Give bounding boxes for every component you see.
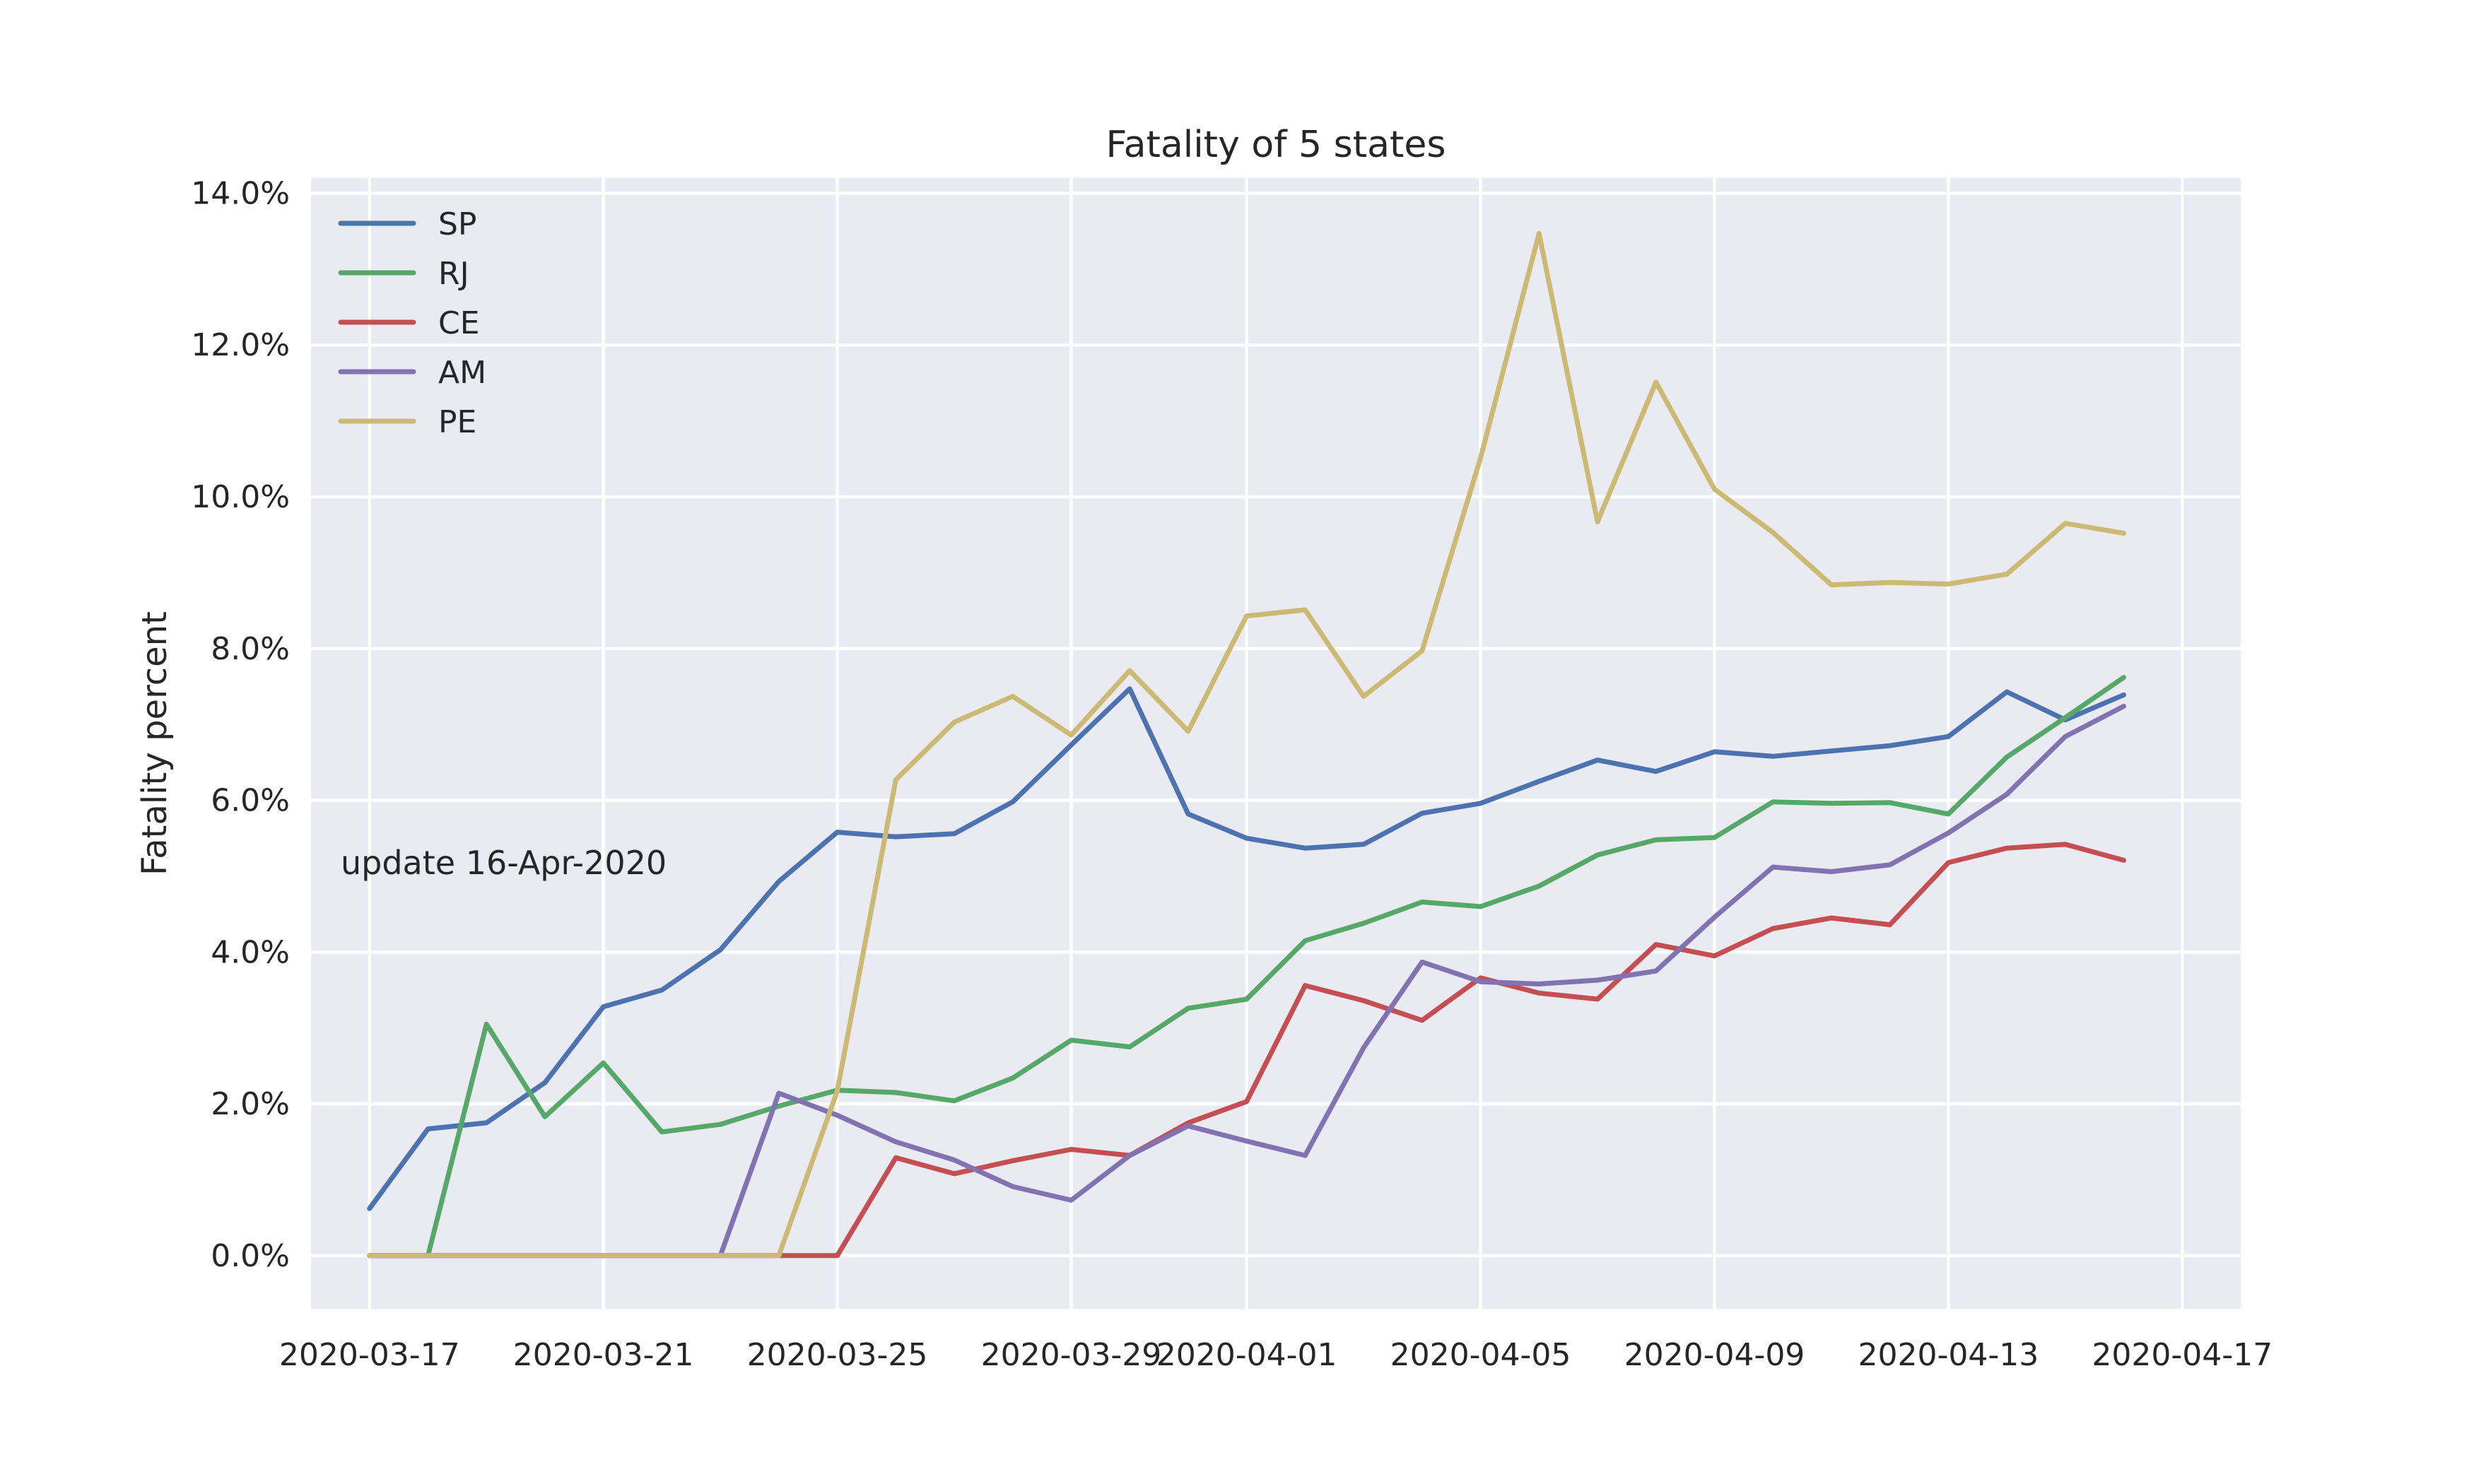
x-tick-label: 2020-03-29	[981, 1337, 1162, 1373]
x-tick-label: 2020-04-09	[1624, 1337, 1805, 1373]
y-tick-label: 2.0%	[211, 1086, 290, 1122]
y-tick-label: 12.0%	[191, 327, 290, 363]
y-tick-labels: 0.0% 2.0% 4.0% 6.0% 8.0% 10.0% 12.0% 14.0%	[191, 175, 290, 1273]
y-tick-label: 8.0%	[211, 631, 290, 667]
x-tick-label: 2020-04-13	[1858, 1337, 2039, 1373]
x-tick-label: 2020-03-17	[279, 1337, 460, 1373]
update-annotation: update 16-Apr-2020	[341, 844, 667, 882]
legend-label-ce: CE	[438, 305, 480, 341]
x-tick-label: 2020-03-25	[747, 1337, 928, 1373]
x-tick-label: 2020-03-21	[513, 1337, 694, 1373]
chart-title: Fatality of 5 states	[1106, 124, 1446, 166]
y-tick-label: 0.0%	[211, 1238, 290, 1274]
legend-label-rj: RJ	[438, 256, 469, 292]
series-line-rj	[367, 675, 2126, 1259]
grid	[311, 178, 2241, 1309]
legend-label-pe: PE	[438, 404, 476, 440]
series-line-pe	[367, 230, 2126, 1259]
x-tick-labels: 2020-03-17 2020-03-21 2020-03-25 2020-03-29…	[279, 1337, 2273, 1373]
series-line-sp	[367, 686, 2126, 1211]
x-tick-label: 2020-04-01	[1156, 1337, 1337, 1373]
x-tick-label: 2020-04-05	[1390, 1337, 1571, 1373]
plot-background	[311, 178, 2241, 1309]
y-axis-label: Fatality percent	[135, 611, 175, 876]
series-lines	[367, 230, 2126, 1259]
y-tick-label: 14.0%	[191, 175, 290, 211]
legend-label-sp: SP	[438, 206, 476, 242]
x-tick-label: 2020-04-17	[2092, 1337, 2273, 1373]
y-tick-label: 4.0%	[211, 934, 290, 970]
legend-label-am: AM	[438, 355, 486, 391]
y-tick-label: 6.0%	[211, 783, 290, 819]
legend: SP RJ CE AM PE	[338, 206, 486, 440]
y-tick-label: 10.0%	[191, 479, 290, 515]
